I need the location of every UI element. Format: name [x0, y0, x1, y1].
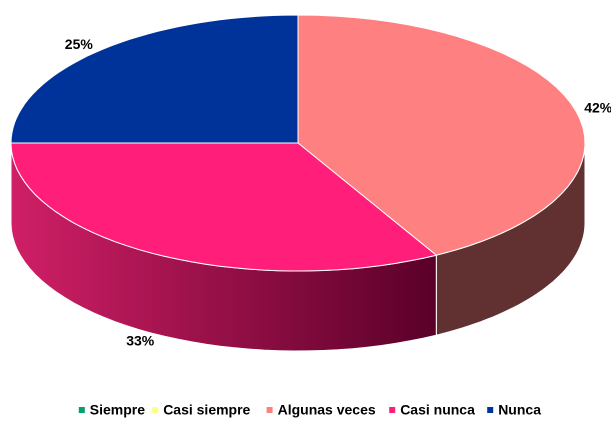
slice — [10, 14, 299, 144]
data-label: 25% — [65, 36, 94, 52]
data-label: 42% — [584, 99, 611, 115]
legend-swatch — [389, 407, 396, 413]
data-label: 33% — [126, 333, 155, 349]
legend-swatch — [266, 407, 273, 413]
legend-swatch — [78, 407, 85, 413]
legend-label: Nunca — [498, 402, 541, 418]
legend-label: Casi nunca — [400, 402, 475, 418]
slice — [10, 142, 438, 272]
legend-label: Algunas veces — [278, 402, 376, 418]
legend-label: Casi siempre — [163, 402, 250, 418]
slice — [297, 14, 586, 256]
legend-label: Siempre — [90, 402, 145, 418]
legend-swatch — [152, 407, 159, 413]
legend-swatch — [487, 407, 494, 413]
